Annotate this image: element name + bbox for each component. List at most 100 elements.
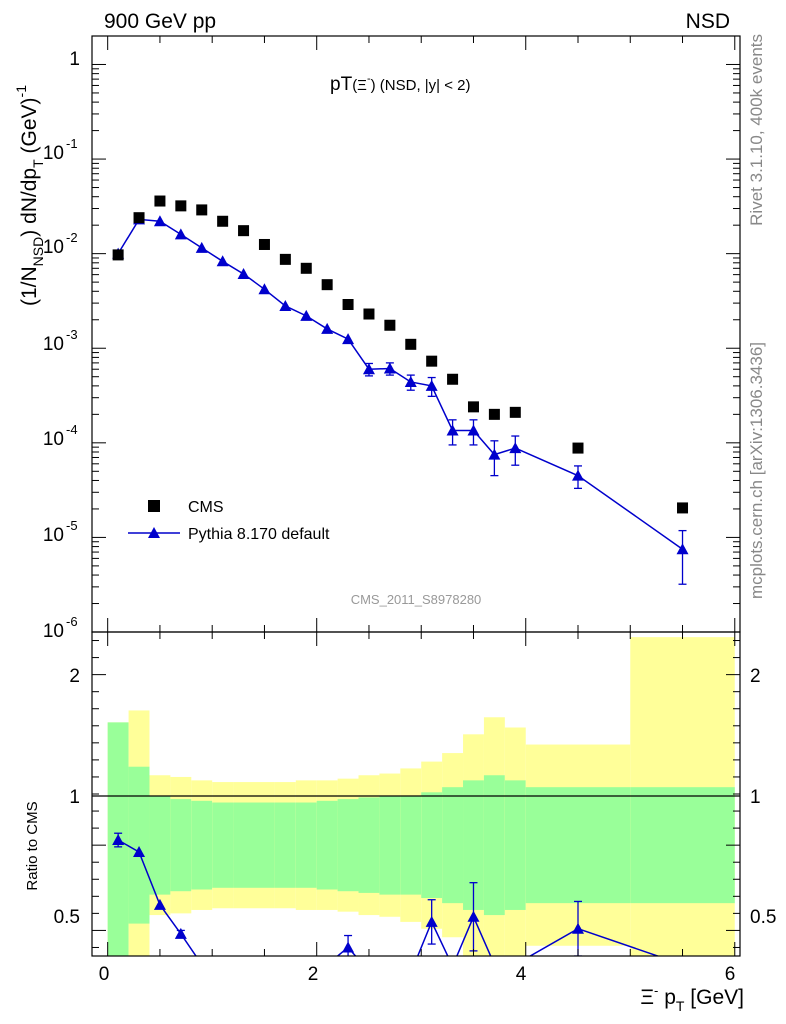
mc-point [509, 442, 522, 454]
ratio-inner-band [463, 780, 484, 910]
mc-point [488, 448, 501, 460]
mc-point [216, 255, 229, 267]
upper-ylabel: (1/NNSD) dN/dpT (GeV)-1 [13, 85, 46, 306]
mc-point [383, 362, 396, 374]
upper-ytick-labels: 1 10 -1 10 -2 10 -3 10 -4 10 -5 10 -6 [43, 49, 80, 642]
ratio-point [425, 915, 438, 927]
ratio-inner-band [630, 787, 735, 904]
ratio-inner-band [442, 787, 464, 904]
upper-mc-line [117, 218, 683, 550]
ratio-inner-band [525, 787, 631, 904]
mc-point [572, 469, 584, 481]
cms-point [509, 406, 521, 418]
ratio-inner-band [400, 795, 422, 895]
ytick-label-1e-3: 10 [43, 334, 64, 355]
ytick-label-1e-1: 10 [43, 143, 64, 164]
ratio-point [153, 898, 166, 910]
lower-ytick-0.5-left: 0.5 [54, 907, 80, 928]
xtick-2: 2 [308, 964, 319, 985]
cms-point [447, 373, 459, 385]
mc-point [279, 299, 292, 311]
ytick-label-1e-4: 10 [43, 429, 64, 450]
cms-point [238, 225, 250, 237]
lower-ticks [92, 632, 740, 956]
ratio-inner-band [128, 766, 150, 924]
ytick-exp-1e-4: -4 [66, 422, 78, 437]
ratio-inner-band [316, 800, 338, 890]
ratio-inner-band [149, 795, 171, 895]
mc-point [342, 333, 355, 345]
upper-plot: 1 10 -1 10 -2 10 -3 10 -4 10 -5 10 -6 (1… [13, 35, 741, 642]
ratio-inner-band [191, 800, 213, 890]
cms-point [342, 298, 354, 310]
upper-markers [112, 195, 689, 555]
xtick-6: 6 [725, 964, 736, 985]
lower-ytick-1-right: 1 [750, 787, 761, 808]
mc-point [153, 215, 166, 227]
ratio-point [572, 922, 584, 934]
ratio-inner-band [254, 802, 275, 888]
mc-point [174, 228, 187, 240]
upper-title: pT(Ξ-) (NSD, |y| < 2) [330, 73, 471, 95]
mc-point [404, 375, 417, 387]
ratio-inner-band [212, 802, 234, 888]
cms-point [426, 355, 438, 367]
legend: CMS Pythia 8.170 default [128, 499, 330, 543]
ytick-exp-1e-5: -5 [66, 518, 78, 533]
cms-point [112, 249, 124, 261]
legend-mc-label: Pythia 8.170 default [188, 526, 330, 543]
legend-cms-label: CMS [188, 499, 224, 516]
xtick-4: 4 [516, 964, 527, 985]
mc-point [676, 543, 689, 555]
cms-point [405, 338, 417, 350]
cms-point [175, 200, 187, 212]
side-bottom-text: mcplots.cern.ch [arXiv:1306.3436] [747, 342, 766, 599]
cms-point [217, 215, 229, 227]
ytick-label-1e-5: 10 [43, 525, 64, 546]
lower-xlabel: Ξ- pT [GeV] [640, 983, 744, 1014]
cms-point [154, 195, 166, 207]
upper-error-bars [364, 362, 687, 585]
mc-point [321, 322, 334, 334]
upper-ticks [92, 36, 740, 633]
cms-point [384, 319, 396, 331]
ytick-label-1e-2: 10 [43, 237, 64, 258]
mc-point [446, 424, 459, 436]
ratio-inner-band [421, 792, 443, 899]
ratio-point [112, 834, 125, 846]
mc-point [195, 241, 208, 253]
side-top-text: Rivet 3.1.10, 400k events [747, 34, 766, 226]
cms-point [488, 408, 500, 420]
lower-xtick-labels: 0 2 4 6 [99, 964, 736, 985]
cms-point [196, 204, 208, 216]
cms-point [321, 279, 333, 291]
lower-ytick-labels: 0.5 1 2 0.5 1 2 [54, 666, 777, 928]
ratio-inner-band [358, 797, 380, 893]
lower-ytick-0.5-right: 0.5 [750, 907, 776, 928]
cms-point [279, 253, 291, 265]
ytick-exp-1e-2: -2 [66, 230, 78, 245]
ytick-exp-1e-3: -3 [66, 327, 78, 342]
ratio-point [467, 910, 480, 922]
ratio-inner-band [274, 802, 296, 888]
mc-point [300, 309, 313, 321]
ytick-label-1e-6: 10 [43, 621, 64, 642]
cms-point [572, 442, 584, 454]
lower-ylabel: Ratio to CMS [24, 801, 41, 890]
cms-point [300, 262, 312, 274]
mc-point [362, 363, 375, 375]
lower-ytick-2-right: 2 [750, 666, 761, 687]
mc-point [237, 267, 250, 279]
lower-bands [107, 637, 735, 956]
analysis-watermark: CMS_2011_S8978280 [351, 592, 482, 607]
ratio-point [174, 927, 187, 939]
ratio-inner-band [483, 775, 505, 916]
cms-point [133, 212, 145, 224]
mc-series-line [117, 218, 683, 550]
header-right: NSD [686, 10, 730, 33]
cms-point [467, 401, 479, 413]
xtick-0: 0 [99, 964, 110, 985]
mc-point [425, 379, 438, 391]
ytick-exp-1e-6: -6 [66, 614, 78, 629]
